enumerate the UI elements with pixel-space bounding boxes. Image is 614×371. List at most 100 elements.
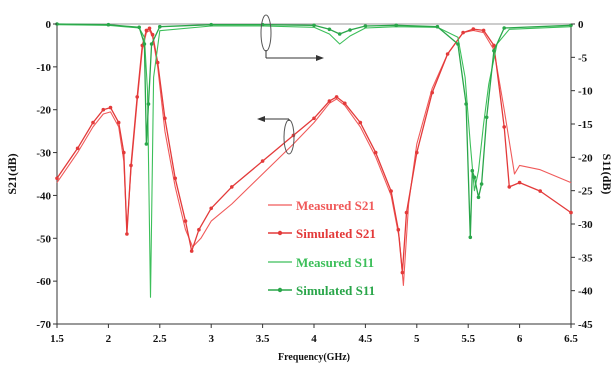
data-point-simulated-s11 xyxy=(470,168,475,173)
data-point-simulated-s21 xyxy=(461,30,465,35)
left-tick-label: -20 xyxy=(36,105,51,117)
data-point-simulated-s11 xyxy=(435,24,440,29)
left-tick-label: -40 xyxy=(36,190,51,202)
data-point-simulated-s21 xyxy=(481,28,486,33)
right-tick-label: -30 xyxy=(578,219,593,231)
legend-label-measured-s11: Measured S11 xyxy=(296,255,374,270)
data-point-simulated-s11 xyxy=(142,42,147,46)
right-axis-ticks: 0 -5 -10 -15 -20 -25 -30 -35 -40 -45 xyxy=(571,19,593,331)
data-point-simulated-s11 xyxy=(312,23,316,28)
right-tick-label: -40 xyxy=(578,286,593,298)
data-point-simulated-s11 xyxy=(337,32,342,36)
data-point-simulated-s21 xyxy=(415,150,419,155)
data-point-simulated-s21 xyxy=(55,176,59,181)
series-line-measured-s11 xyxy=(56,24,572,298)
left-axis-ticks: 0 -10 -20 -30 -40 -50 -60 -70 xyxy=(36,19,57,331)
x-tick-label: 2.5 xyxy=(153,333,167,345)
data-point-simulated-s21 xyxy=(147,26,152,31)
x-axis-title: Frequency(GHz) xyxy=(278,352,350,363)
data-point-simulated-s11 xyxy=(472,175,477,180)
data-point-simulated-s11 xyxy=(502,26,507,30)
x-tick-label: 5 xyxy=(414,333,420,345)
x-tick-label: 4.5 xyxy=(359,333,373,345)
data-point-simulated-s21 xyxy=(163,116,167,121)
data-point-simulated-s11 xyxy=(209,22,213,27)
data-point-simulated-s11 xyxy=(464,102,468,106)
legend-marker-simulated-s11 xyxy=(277,287,283,293)
data-point-simulated-s21 xyxy=(129,163,133,168)
x-tick-label: 6 xyxy=(517,333,523,345)
left-axis-title: S21(dB) xyxy=(5,153,19,194)
annotation-layer xyxy=(257,14,324,155)
right-axis-title: S11(dB) xyxy=(600,154,614,195)
data-point-simulated-s11 xyxy=(348,28,352,32)
left-tick-label: -70 xyxy=(36,319,51,331)
data-point-simulated-s21 xyxy=(445,52,450,56)
data-point-simulated-s11 xyxy=(476,195,481,200)
right-tick-label: 0 xyxy=(578,19,584,31)
data-point-simulated-s21 xyxy=(517,180,522,185)
right-axis-indicator-ellipse xyxy=(260,14,272,52)
x-axis-ticks: 1.5 2 2.5 3 3.5 4 4.5 5 5.5 6 6.5 xyxy=(50,324,578,345)
data-point-simulated-s11 xyxy=(484,115,489,120)
data-point-simulated-s21 xyxy=(400,270,405,275)
data-point-simulated-s21 xyxy=(189,249,194,253)
data-point-simulated-s11 xyxy=(468,235,473,240)
data-point-simulated-s21 xyxy=(150,32,155,37)
series-line-simulated-s21 xyxy=(56,27,572,274)
data-point-simulated-s21 xyxy=(334,95,339,99)
right-tick-label: -15 xyxy=(578,119,593,131)
data-point-simulated-s21 xyxy=(108,105,113,110)
data-point-simulated-s21 xyxy=(396,227,401,232)
series-line-simulated-s11 xyxy=(56,23,572,238)
data-point-simulated-s21 xyxy=(373,150,378,155)
data-point-simulated-s11 xyxy=(144,142,149,146)
right-tick-label: -5 xyxy=(578,52,588,64)
legend-label-simulated-s11: Simulated S11 xyxy=(296,283,375,298)
right-tick-label: -25 xyxy=(578,186,593,198)
left-tick-label: 0 xyxy=(46,19,52,31)
data-point-simulated-s21 xyxy=(75,146,80,151)
data-point-simulated-s21 xyxy=(389,189,393,193)
data-point-simulated-s21 xyxy=(430,90,435,95)
x-tick-label: 2 xyxy=(106,333,112,345)
legend-entry-measured-s11: Measured S11 xyxy=(268,255,374,270)
data-point-simulated-s21 xyxy=(291,133,296,138)
right-tick-label: -35 xyxy=(578,252,593,264)
series-layer xyxy=(55,22,573,298)
data-point-simulated-s21 xyxy=(209,206,213,211)
data-point-simulated-s11 xyxy=(479,182,484,186)
data-point-simulated-s21 xyxy=(135,95,139,99)
x-tick-label: 1.5 xyxy=(50,333,64,345)
data-point-simulated-s11 xyxy=(363,24,368,28)
data-point-simulated-s21 xyxy=(116,120,121,125)
x-tick-label: 3.5 xyxy=(256,333,270,345)
data-point-simulated-s11 xyxy=(137,25,141,30)
data-point-simulated-s21 xyxy=(125,232,129,236)
series-line-measured-s21 xyxy=(56,29,572,286)
legend-entry-simulated-s21: Simulated S21 xyxy=(268,226,376,241)
legend-entry-measured-s21: Measured S21 xyxy=(268,198,375,213)
right-tick-label: -20 xyxy=(578,152,593,164)
legend-label-simulated-s21: Simulated S21 xyxy=(296,226,376,241)
data-point-simulated-s21 xyxy=(327,99,332,103)
data-point-simulated-s21 xyxy=(343,101,347,106)
legend-entry-simulated-s11: Simulated S11 xyxy=(268,283,375,298)
legend: Measured S21 Simulated S21 Measured S11 … xyxy=(268,198,376,298)
plot-frame xyxy=(56,23,572,325)
left-tick-label: -30 xyxy=(36,148,51,160)
data-point-simulated-s11 xyxy=(158,24,162,29)
data-point-simulated-s21 xyxy=(144,28,149,33)
data-point-simulated-s21 xyxy=(155,60,160,65)
x-tick-label: 6.5 xyxy=(564,333,578,345)
data-point-simulated-s21 xyxy=(492,43,496,48)
data-point-simulated-s21 xyxy=(312,116,316,121)
data-point-simulated-s21 xyxy=(502,125,507,129)
data-point-simulated-s21 xyxy=(197,227,201,232)
data-point-simulated-s11 xyxy=(149,42,154,46)
data-point-simulated-s11 xyxy=(146,102,151,106)
data-point-simulated-s21 xyxy=(569,210,573,215)
data-point-simulated-s21 xyxy=(404,210,409,215)
right-tick-label: -45 xyxy=(578,319,593,331)
